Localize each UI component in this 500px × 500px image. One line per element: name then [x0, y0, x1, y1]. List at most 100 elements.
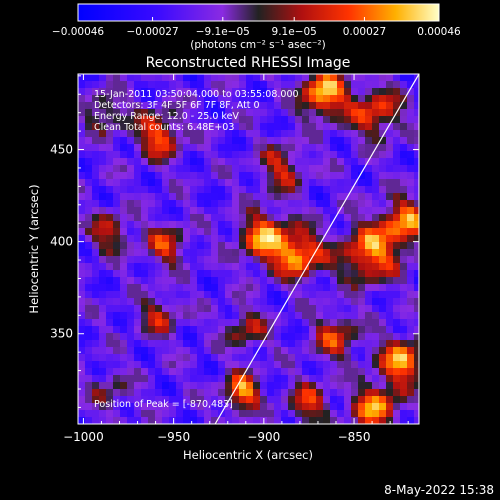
heatmap-cell	[211, 88, 219, 96]
heatmap-cell	[323, 172, 331, 180]
heatmap-cell	[400, 312, 408, 320]
heatmap-cell	[365, 95, 373, 103]
heatmap-cell	[323, 179, 331, 187]
heatmap-cell	[253, 347, 261, 355]
heatmap-cell	[190, 396, 198, 404]
heatmap-cell	[176, 214, 184, 222]
heatmap-cell	[400, 270, 408, 278]
heatmap-cell	[218, 333, 226, 341]
heatmap-cell	[281, 81, 289, 89]
heatmap-cell	[260, 130, 268, 138]
heatmap-cell	[162, 347, 170, 355]
heatmap-cell	[239, 277, 247, 285]
heatmap-cell	[274, 396, 282, 404]
heatmap-cell	[169, 165, 177, 173]
heatmap-cell	[246, 249, 254, 257]
heatmap-cell	[176, 291, 184, 299]
heatmap-cell	[323, 249, 331, 257]
heatmap-cell	[148, 137, 156, 145]
heatmap-cell	[358, 270, 366, 278]
heatmap-cell	[169, 123, 177, 131]
heatmap-cell	[78, 298, 86, 306]
heatmap-cell	[400, 410, 408, 418]
heatmap-cell	[323, 298, 331, 306]
heatmap-cell	[351, 158, 359, 166]
heatmap-cell	[260, 193, 268, 201]
x-tick-label: −850	[338, 430, 371, 444]
heatmap-cell	[274, 361, 282, 369]
heatmap-cell	[316, 221, 324, 229]
heatmap-cell	[155, 277, 163, 285]
heatmap-cell	[85, 165, 93, 173]
heatmap-cell	[162, 102, 170, 110]
heatmap-cell	[302, 214, 310, 222]
heatmap-cell	[190, 137, 198, 145]
heatmap-cell	[162, 81, 170, 89]
heatmap-cell	[204, 284, 212, 292]
heatmap-cell	[330, 305, 338, 313]
heatmap-cell	[148, 396, 156, 404]
heatmap-cell	[400, 151, 408, 159]
heatmap-cell	[393, 410, 401, 418]
heatmap-cell	[267, 179, 275, 187]
heatmap-cell	[330, 95, 338, 103]
heatmap-cell	[106, 361, 114, 369]
heatmap-cell	[99, 326, 107, 334]
heatmap-cell	[253, 137, 261, 145]
heatmap-cell	[127, 333, 135, 341]
heatmap-cell	[407, 298, 415, 306]
heatmap-cell	[225, 361, 233, 369]
heatmap-cell	[393, 193, 401, 201]
heatmap-cell	[134, 389, 142, 397]
heatmap-cell	[218, 242, 226, 250]
heatmap-cell	[253, 130, 261, 138]
heatmap-cell	[78, 207, 86, 215]
heatmap-cell	[414, 200, 419, 208]
heatmap-cell	[393, 186, 401, 194]
heatmap-cell	[169, 403, 177, 411]
heatmap-cell	[78, 389, 86, 397]
heatmap-cell	[232, 186, 240, 194]
heatmap-cell	[239, 347, 247, 355]
heatmap-cell	[316, 270, 324, 278]
heatmap-cell	[260, 284, 268, 292]
heatmap-cell	[253, 277, 261, 285]
heatmap-cell	[162, 193, 170, 201]
heatmap-cell	[365, 319, 373, 327]
heatmap-cell	[176, 137, 184, 145]
heatmap-cell	[358, 410, 366, 418]
heatmap-cell	[225, 389, 233, 397]
heatmap-cell	[148, 263, 156, 271]
heatmap-cell	[414, 144, 419, 152]
heatmap-cell	[106, 214, 114, 222]
heatmap-cell	[134, 186, 142, 194]
heatmap-cell	[351, 214, 359, 222]
heatmap-cell	[162, 200, 170, 208]
heatmap-cell	[365, 417, 373, 424]
heatmap-cell	[232, 207, 240, 215]
heatmap-cell	[274, 228, 282, 236]
heatmap-cell	[190, 116, 198, 124]
heatmap-cell	[393, 368, 401, 376]
heatmap-cell	[232, 263, 240, 271]
heatmap-cell	[211, 354, 219, 362]
heatmap-cell	[379, 284, 387, 292]
heatmap-cell	[176, 284, 184, 292]
heatmap-cell	[183, 284, 191, 292]
heatmap-cell	[99, 270, 107, 278]
heatmap-cell	[386, 347, 394, 355]
heatmap-cell	[330, 116, 338, 124]
heatmap-cell	[113, 221, 121, 229]
heatmap-cell	[323, 319, 331, 327]
heatmap-cell	[351, 172, 359, 180]
heatmap-cell	[190, 88, 198, 96]
heatmap-cell	[393, 340, 401, 348]
heatmap-cell	[99, 277, 107, 285]
heatmap-cell	[309, 151, 317, 159]
heatmap-cell	[127, 186, 135, 194]
heatmap-cell	[120, 228, 128, 236]
heatmap-cell	[260, 389, 268, 397]
heatmap-cell	[393, 284, 401, 292]
heatmap-cell	[134, 312, 142, 320]
heatmap-cell	[127, 319, 135, 327]
